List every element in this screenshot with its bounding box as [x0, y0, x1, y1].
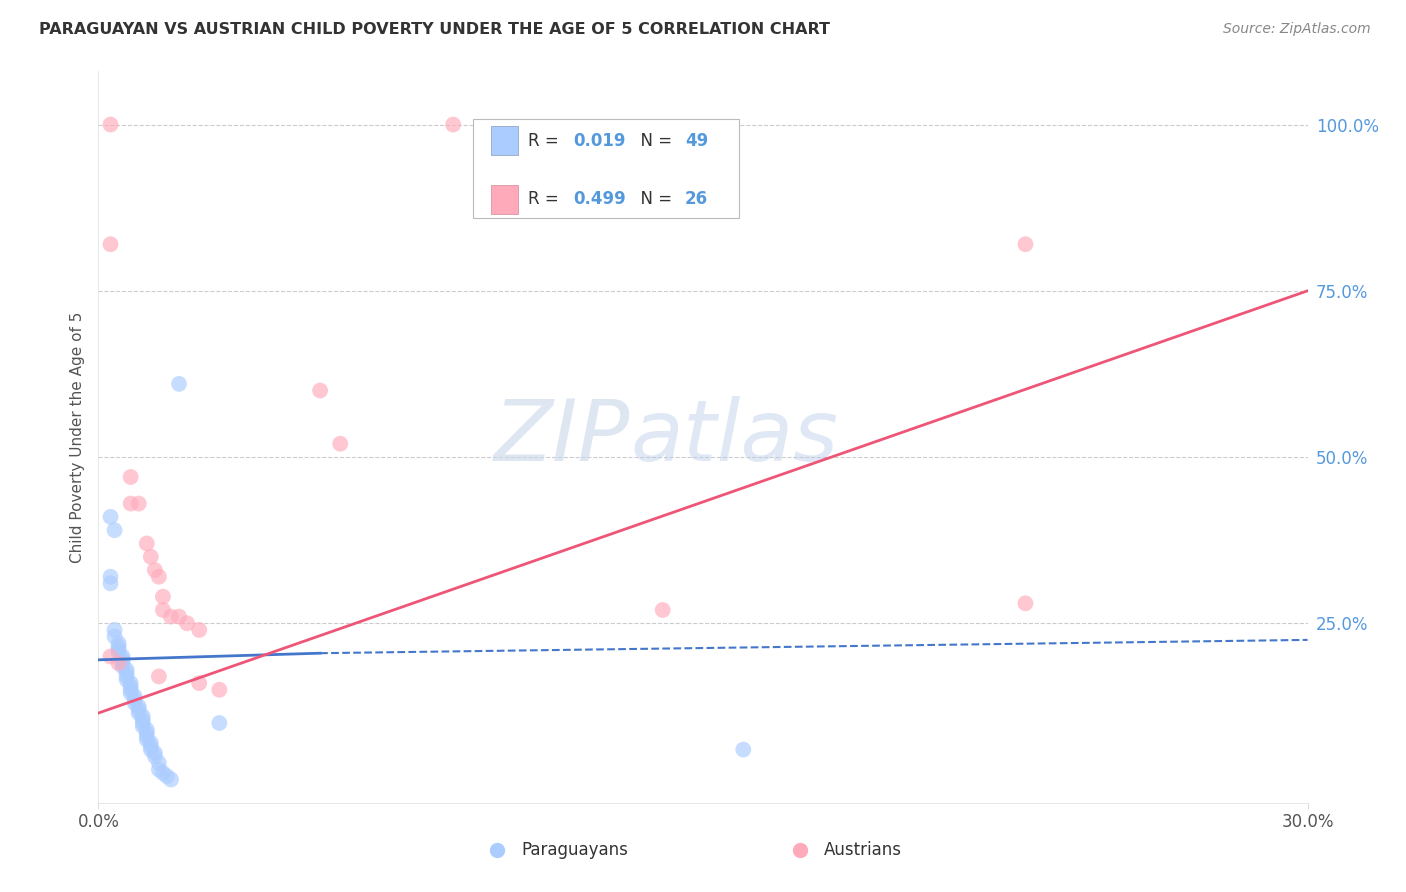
- Text: Paraguayans: Paraguayans: [522, 841, 628, 859]
- Text: atlas: atlas: [630, 395, 838, 479]
- Point: [115, 663, 138, 677]
- Point: [107, 643, 129, 657]
- Text: ZIP: ZIP: [494, 395, 630, 479]
- Point: [100, 649, 122, 664]
- Point: [733, 742, 755, 756]
- Point: [132, 719, 155, 733]
- Point: [152, 765, 174, 780]
- FancyBboxPatch shape: [492, 126, 517, 155]
- Point: [132, 709, 155, 723]
- Point: [441, 118, 464, 132]
- Text: R =: R =: [527, 190, 564, 209]
- Point: [107, 656, 129, 670]
- Point: [143, 563, 166, 577]
- Point: [139, 736, 162, 750]
- Text: 0.019: 0.019: [574, 132, 626, 150]
- Point: [329, 436, 352, 450]
- Point: [128, 703, 150, 717]
- Point: [135, 729, 157, 743]
- Point: [152, 603, 174, 617]
- Point: [103, 623, 125, 637]
- Point: [139, 549, 162, 564]
- Y-axis label: Child Poverty Under the Age of 5: Child Poverty Under the Age of 5: [69, 311, 84, 563]
- Point: [208, 682, 231, 697]
- Point: [167, 609, 190, 624]
- Point: [103, 523, 125, 537]
- Point: [120, 680, 142, 694]
- Point: [148, 669, 170, 683]
- Point: [100, 570, 122, 584]
- Point: [120, 682, 142, 697]
- Point: [128, 706, 150, 720]
- Point: [124, 696, 146, 710]
- Point: [135, 536, 157, 550]
- Point: [1014, 237, 1036, 252]
- Point: [135, 723, 157, 737]
- FancyBboxPatch shape: [492, 185, 517, 214]
- Point: [139, 739, 162, 754]
- Point: [100, 118, 122, 132]
- Point: [160, 772, 183, 787]
- FancyBboxPatch shape: [474, 119, 740, 218]
- Point: [132, 713, 155, 727]
- Point: [188, 676, 211, 690]
- Point: [124, 690, 146, 704]
- Point: [100, 237, 122, 252]
- Text: 0.499: 0.499: [574, 190, 626, 209]
- Point: [148, 756, 170, 770]
- Point: [135, 732, 157, 747]
- Point: [103, 630, 125, 644]
- Text: R =: R =: [527, 132, 564, 150]
- Point: [156, 769, 179, 783]
- Point: [120, 470, 142, 484]
- Point: [115, 673, 138, 687]
- Point: [148, 763, 170, 777]
- Point: [160, 609, 183, 624]
- Point: [111, 649, 134, 664]
- Point: [208, 716, 231, 731]
- Text: PARAGUAYAN VS AUSTRIAN CHILD POVERTY UNDER THE AGE OF 5 CORRELATION CHART: PARAGUAYAN VS AUSTRIAN CHILD POVERTY UND…: [39, 22, 831, 37]
- Text: Source: ZipAtlas.com: Source: ZipAtlas.com: [1223, 22, 1371, 37]
- Point: [176, 616, 198, 631]
- Point: [143, 749, 166, 764]
- Text: N =: N =: [630, 190, 678, 209]
- Point: [124, 692, 146, 706]
- Point: [143, 746, 166, 760]
- Point: [111, 653, 134, 667]
- Point: [120, 497, 142, 511]
- Point: [115, 669, 138, 683]
- Text: 49: 49: [685, 132, 709, 150]
- Point: [100, 509, 122, 524]
- Point: [132, 716, 155, 731]
- Point: [100, 576, 122, 591]
- Point: [107, 640, 129, 654]
- Text: Austrians: Austrians: [824, 841, 901, 859]
- Point: [111, 656, 134, 670]
- Point: [115, 666, 138, 681]
- Point: [135, 726, 157, 740]
- Point: [120, 686, 142, 700]
- Point: [107, 636, 129, 650]
- Point: [128, 497, 150, 511]
- Point: [139, 742, 162, 756]
- Point: [111, 659, 134, 673]
- Point: [1014, 596, 1036, 610]
- Point: [148, 570, 170, 584]
- Point: [107, 646, 129, 660]
- Point: [152, 590, 174, 604]
- Point: [128, 699, 150, 714]
- Point: [167, 376, 190, 391]
- Point: [120, 676, 142, 690]
- Point: [188, 623, 211, 637]
- Text: 26: 26: [685, 190, 709, 209]
- Point: [651, 603, 673, 617]
- Text: N =: N =: [630, 132, 678, 150]
- Point: [309, 384, 332, 398]
